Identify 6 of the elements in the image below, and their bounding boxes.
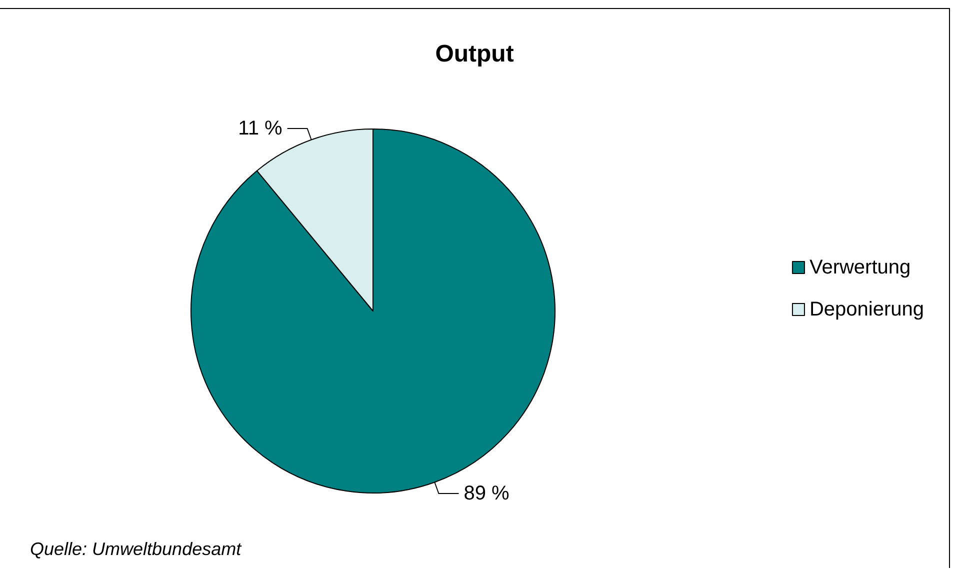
source-note: Quelle: Umweltbundesamt [30,539,242,559]
legend-label: Deponierung [809,298,924,320]
data-label: 11 % [238,117,282,140]
legend-label: Verwertung [809,256,911,278]
data-label: 89 % [464,482,510,505]
chart-title: Output [435,40,514,68]
